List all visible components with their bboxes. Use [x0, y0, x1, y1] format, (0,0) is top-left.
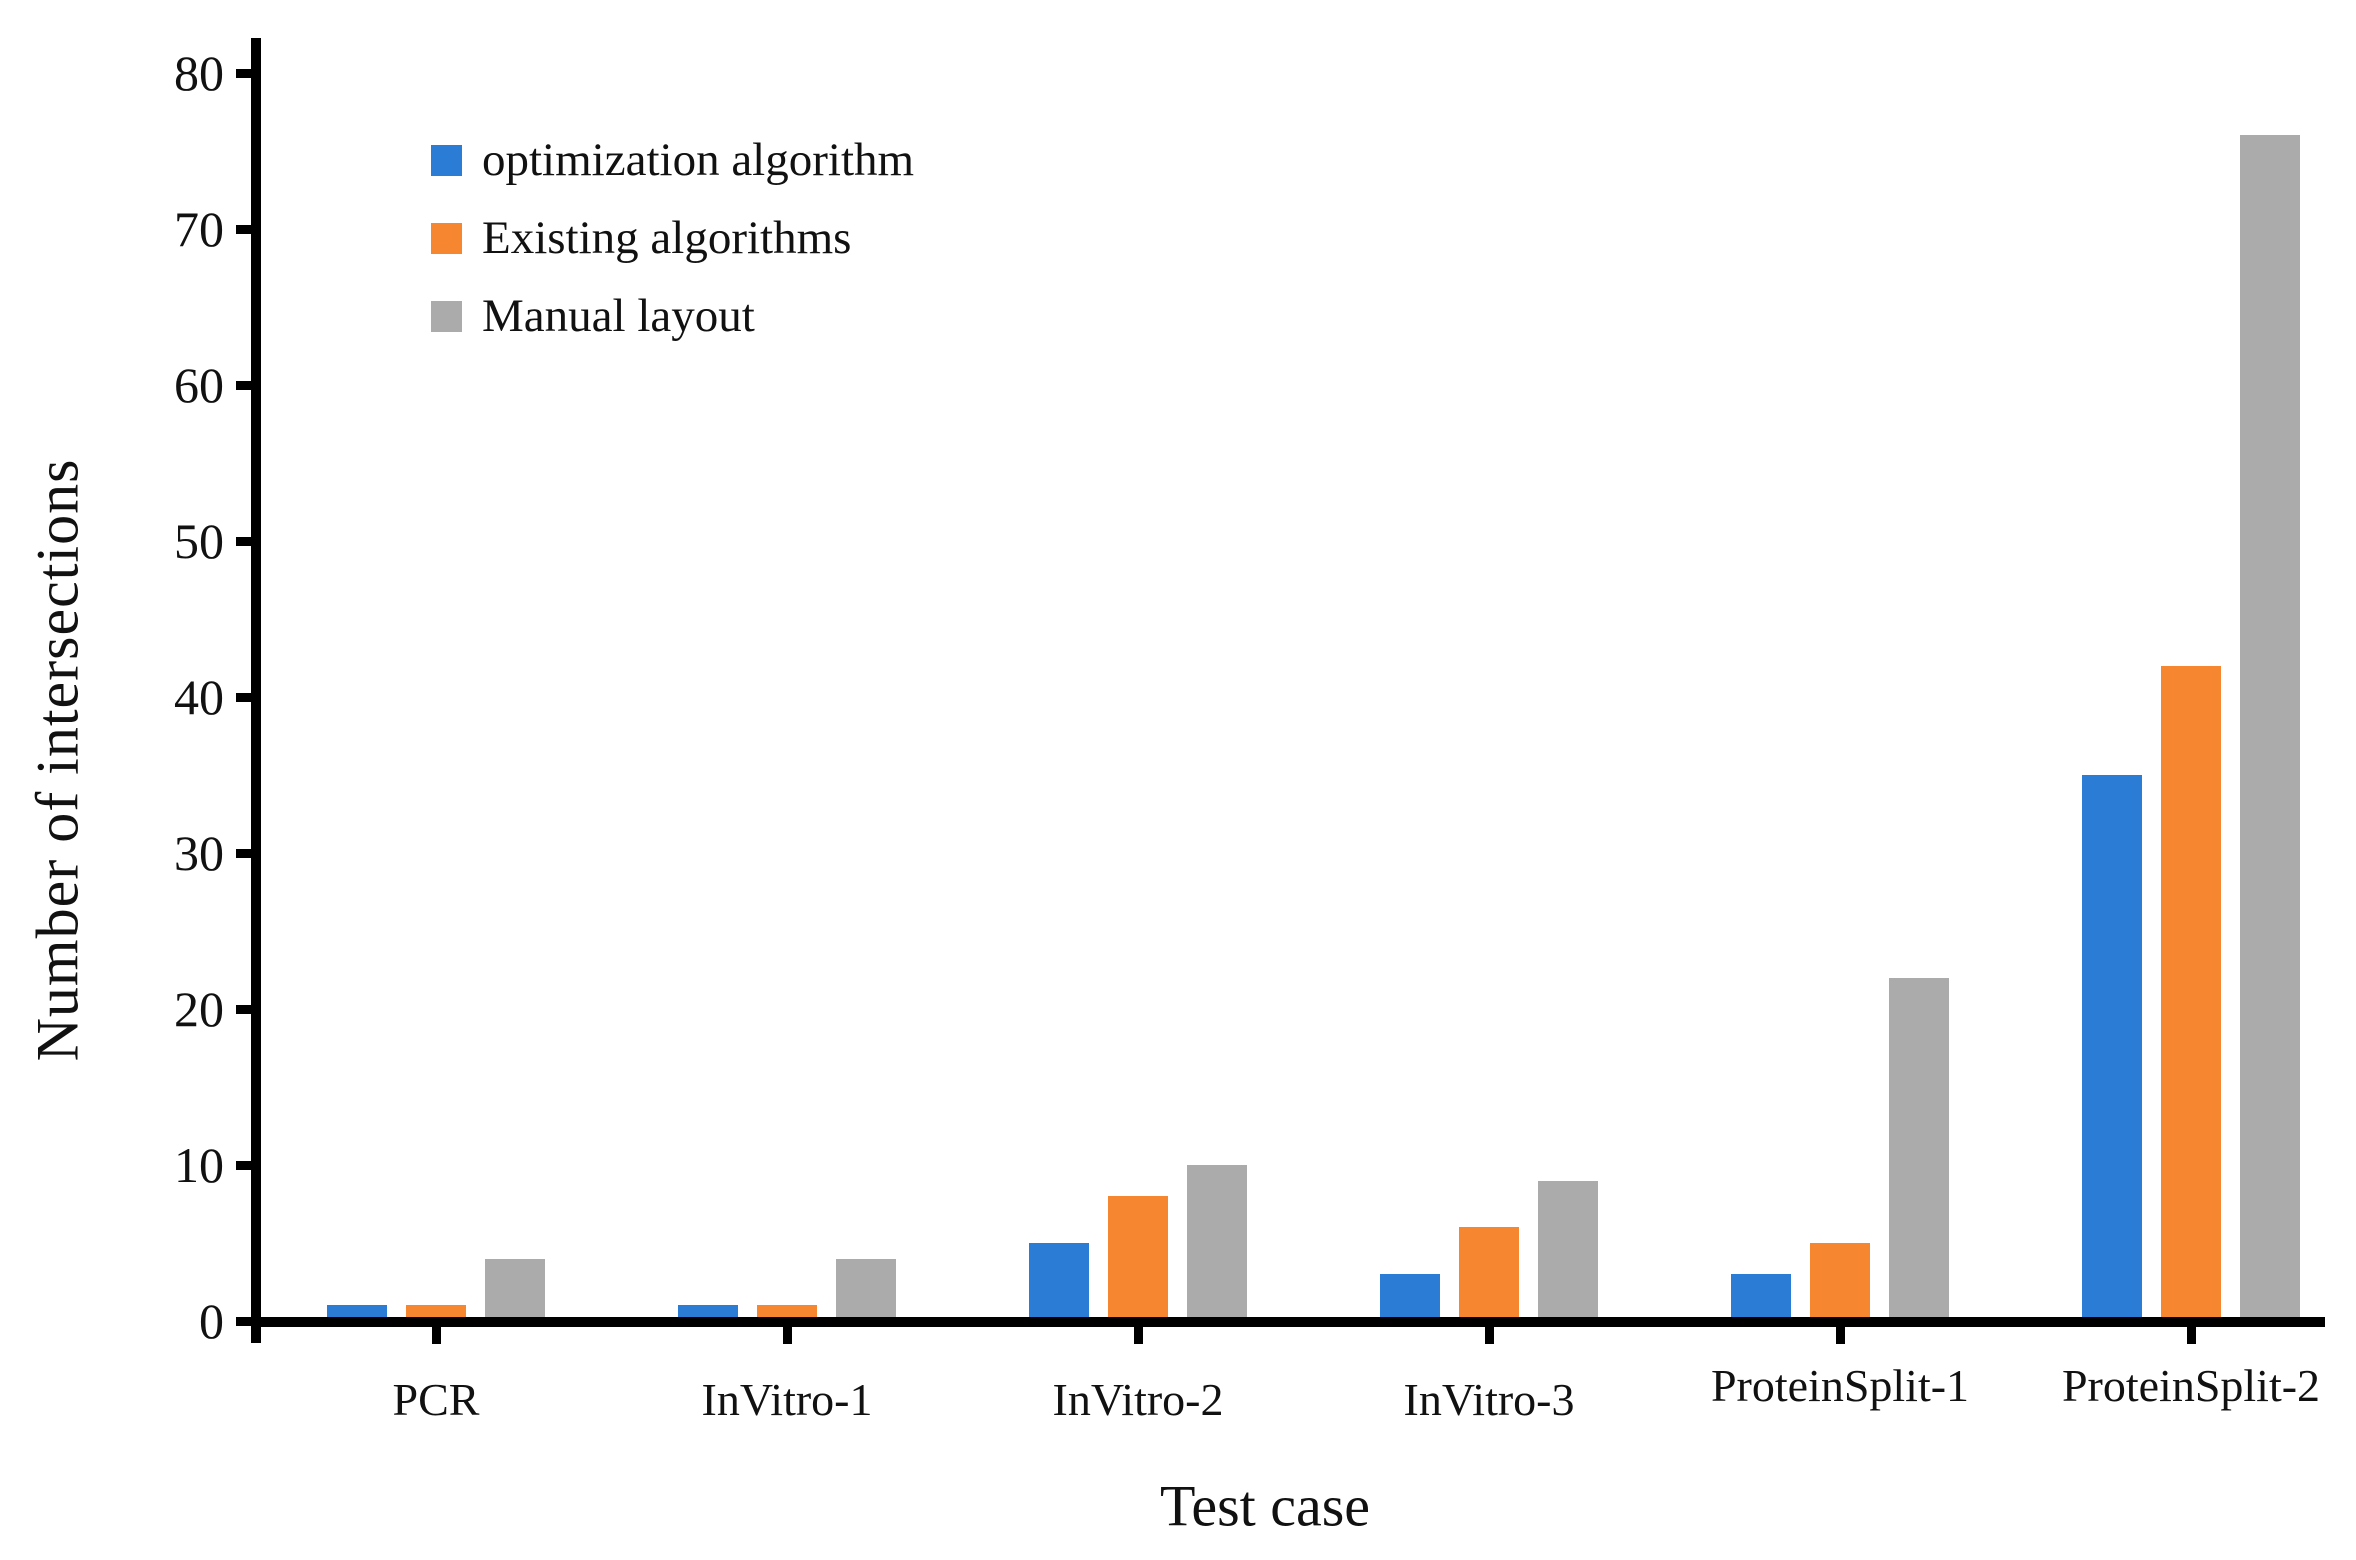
y-tick-30	[236, 848, 251, 858]
x-category-label-invitro-2: InVitro-2	[1052, 1374, 1224, 1425]
x-axis-line	[251, 1317, 2325, 1327]
y-tick-40	[236, 692, 251, 702]
legend-label-optimization-algorithm: optimization algorithm	[482, 134, 915, 186]
y-tick-20	[236, 1004, 251, 1014]
bar-manual-layout-invitro-2	[1187, 1165, 1247, 1317]
legend: optimization algorithm Existing algorithm…	[431, 121, 914, 355]
x-category-label-pcr: PCR	[392, 1374, 480, 1425]
y-tick-50	[236, 536, 251, 546]
y-tick-label-10: 10	[174, 1137, 224, 1193]
y-tick-label-0: 0	[199, 1293, 224, 1349]
bar-manual-layout-proteinsplit-2	[2240, 135, 2300, 1317]
x-category-label-invitro-3: InVitro-3	[1403, 1374, 1575, 1425]
x-category-label-proteinsplit-2: ProteinSplit-2	[2061, 1360, 2321, 1411]
bar-existing-algorithms-proteinsplit-2	[2161, 666, 2221, 1317]
legend-item-existing-algorithms: Existing algorithms	[431, 199, 914, 277]
y-tick-label-40: 40	[174, 669, 224, 725]
y-tick-0	[236, 1316, 251, 1326]
x-tick-proteinsplit-1	[1835, 1327, 1845, 1344]
bar-optimization-algorithm-invitro-2	[1029, 1243, 1089, 1317]
y-tick-10	[236, 1160, 251, 1170]
bar-existing-algorithms-proteinsplit-1	[1810, 1243, 1870, 1317]
y-tick-70	[236, 224, 251, 234]
bar-existing-algorithms-invitro-3	[1459, 1227, 1519, 1317]
bar-optimization-algorithm-invitro-3	[1380, 1274, 1440, 1317]
bar-existing-algorithms-pcr	[406, 1305, 466, 1317]
bar-optimization-algorithm-invitro-1	[678, 1305, 738, 1317]
x-tick-pcr	[431, 1327, 441, 1344]
y-tick-label-70: 70	[174, 201, 224, 257]
legend-item-optimization-algorithm: optimization algorithm	[431, 121, 914, 199]
legend-swatch-existing-algorithms	[431, 222, 462, 254]
bar-manual-layout-pcr	[485, 1259, 545, 1317]
y-tick-label-30: 30	[174, 825, 224, 881]
x-tick-invitro-3	[1484, 1327, 1494, 1344]
bar-optimization-algorithm-pcr	[327, 1305, 387, 1317]
y-axis-line	[251, 38, 261, 1343]
x-tick-proteinsplit-2	[2186, 1327, 2196, 1344]
bar-manual-layout-proteinsplit-1	[1889, 978, 1949, 1317]
legend-label-manual-layout: Manual layout	[482, 290, 755, 342]
legend-label-existing-algorithms: Existing algorithms	[482, 212, 852, 264]
y-tick-label-80: 80	[174, 45, 224, 101]
y-tick-60	[236, 380, 251, 390]
bar-manual-layout-invitro-3	[1538, 1181, 1598, 1317]
y-tick-label-20: 20	[174, 981, 224, 1037]
y-tick-80	[236, 68, 251, 78]
y-tick-label-60: 60	[174, 357, 224, 413]
x-axis-title: Test case	[1159, 1473, 1371, 1539]
bar-manual-layout-invitro-1	[836, 1259, 896, 1317]
bar-optimization-algorithm-proteinsplit-1	[1731, 1274, 1791, 1317]
bar-existing-algorithms-invitro-1	[757, 1305, 817, 1317]
legend-item-manual-layout: Manual layout	[431, 277, 914, 355]
x-tick-invitro-2	[1133, 1327, 1143, 1344]
bar-optimization-algorithm-proteinsplit-2	[2082, 775, 2142, 1317]
legend-swatch-optimization-algorithm	[431, 144, 462, 176]
bar-existing-algorithms-invitro-2	[1108, 1196, 1168, 1317]
x-tick-invitro-1	[782, 1327, 792, 1344]
y-tick-label-50: 50	[174, 513, 224, 569]
x-category-label-proteinsplit-1: ProteinSplit-1	[1710, 1360, 1970, 1411]
legend-swatch-manual-layout	[431, 300, 462, 332]
x-category-label-invitro-1: InVitro-1	[701, 1374, 873, 1425]
